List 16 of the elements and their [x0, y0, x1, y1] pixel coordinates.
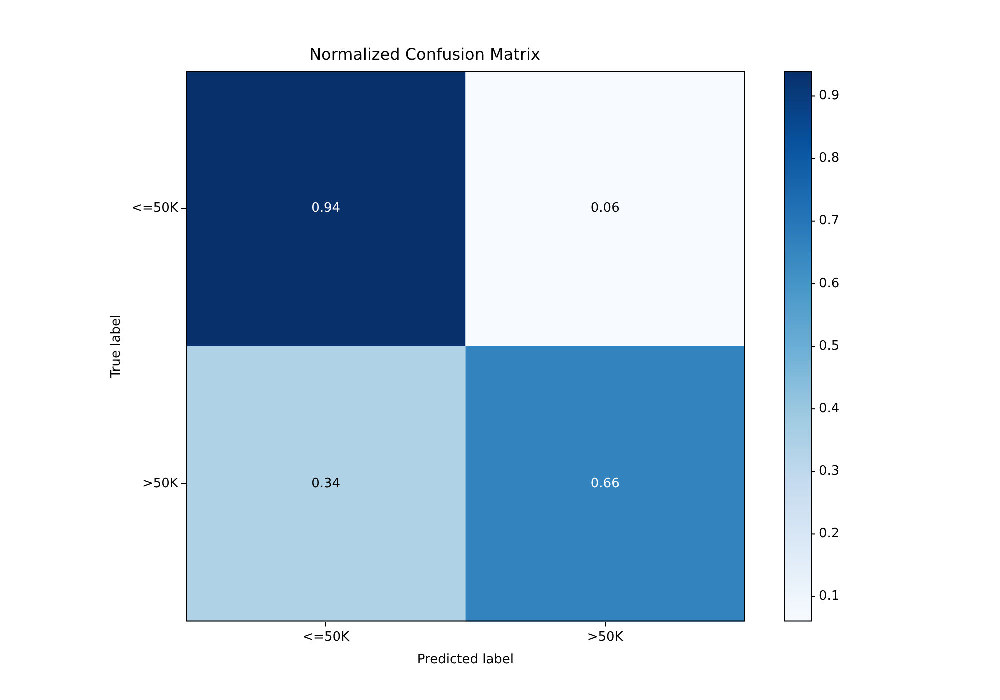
x-axis-title: Predicted label — [417, 652, 514, 668]
chart-title: Normalized Confusion Matrix — [310, 44, 540, 64]
color-bar-label: 0.9 — [819, 88, 840, 104]
data-label: 0.34 — [312, 476, 341, 492]
color-bar-label: 0.3 — [819, 464, 840, 480]
color-bar-label: 0.5 — [819, 338, 840, 354]
color-bar-label: 0.8 — [819, 151, 840, 166]
data-label: 0.06 — [590, 201, 620, 216]
color-bar-label: 0.4 — [819, 401, 840, 416]
color-bar-label: 0.2 — [819, 526, 840, 542]
data-label: 0.66 — [590, 476, 620, 492]
data-label: 0.94 — [312, 201, 341, 216]
color-bar-label: 0.6 — [819, 276, 840, 292]
color-bar-label: 0.7 — [819, 214, 840, 229]
color-bar-label: 0.1 — [819, 589, 840, 604]
y-axis-title: True label — [109, 314, 124, 380]
